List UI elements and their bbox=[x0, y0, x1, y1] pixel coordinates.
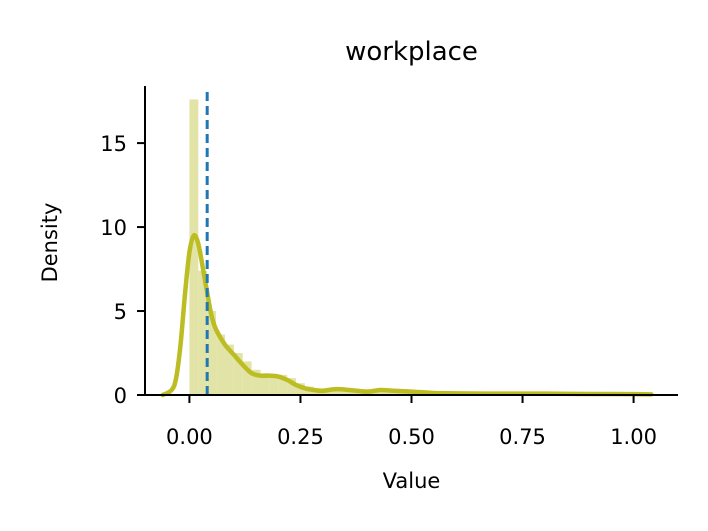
histogram-bar bbox=[224, 344, 234, 395]
chart-title: workplace bbox=[345, 37, 478, 67]
y-ticks: 0 5 10 15 bbox=[100, 132, 145, 408]
histogram-bar bbox=[251, 369, 261, 395]
y-tick-label: 10 bbox=[100, 216, 127, 240]
x-ticks: 0.00 0.25 0.50 0.75 1.00 bbox=[166, 395, 657, 449]
histogram-bar bbox=[216, 334, 225, 395]
x-tick-label: 1.00 bbox=[610, 425, 657, 449]
histogram-bars bbox=[189, 99, 652, 395]
y-tick-label: 0 bbox=[114, 384, 127, 408]
histogram-bar bbox=[278, 374, 288, 395]
histogram-bar bbox=[393, 391, 403, 395]
histogram-bar bbox=[198, 270, 208, 395]
kde-curve bbox=[160, 232, 654, 398]
histogram-bar bbox=[260, 373, 270, 395]
kde-layer bbox=[160, 232, 654, 398]
histogram-bar bbox=[331, 389, 341, 395]
x-tick-label: 0.75 bbox=[499, 425, 546, 449]
x-tick-label: 0.50 bbox=[388, 425, 435, 449]
histogram-bar bbox=[233, 353, 243, 395]
histogram-bar bbox=[375, 389, 385, 395]
histogram-bar bbox=[207, 311, 217, 395]
y-axis-label: Density bbox=[38, 203, 62, 283]
histogram-bar bbox=[242, 361, 252, 395]
histogram-bar bbox=[269, 374, 279, 395]
histogram-bar bbox=[384, 390, 394, 395]
x-tick-label: 0.25 bbox=[277, 425, 324, 449]
y-tick-label: 5 bbox=[114, 300, 127, 324]
histogram-bar bbox=[287, 378, 297, 395]
x-tick-label: 0.00 bbox=[166, 425, 213, 449]
x-axis-label: Value bbox=[383, 469, 441, 493]
histogram-bar bbox=[340, 389, 350, 395]
histogram-bar bbox=[189, 99, 199, 395]
y-tick-label: 15 bbox=[100, 132, 127, 156]
